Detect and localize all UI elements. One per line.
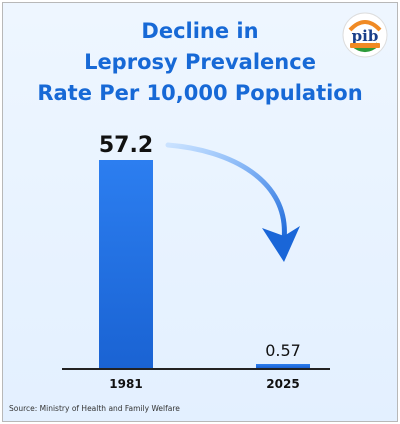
pib-logo: pib <box>340 10 390 60</box>
title-line-2: Leprosy Prevalence <box>84 50 316 74</box>
bar-1981 <box>99 160 153 368</box>
tick-label-1981: 1981 <box>109 377 142 391</box>
chart-title: Decline in Leprosy Prevalence Rate Per 1… <box>0 16 400 109</box>
data-label-2025: 0.57 <box>265 341 301 360</box>
title-line-3: Rate Per 10,000 Population <box>37 81 363 105</box>
title-line-1: Decline in <box>141 19 259 43</box>
logo-text: pib <box>352 27 379 45</box>
source-note: Source: Ministry of Health and Family We… <box>9 404 180 413</box>
decline-arrow <box>165 142 300 262</box>
data-label-1981: 57.2 <box>99 133 153 158</box>
bar-2025 <box>256 364 310 368</box>
tick-label-2025: 2025 <box>266 377 299 391</box>
pib-logo-icon: pib <box>342 12 388 58</box>
